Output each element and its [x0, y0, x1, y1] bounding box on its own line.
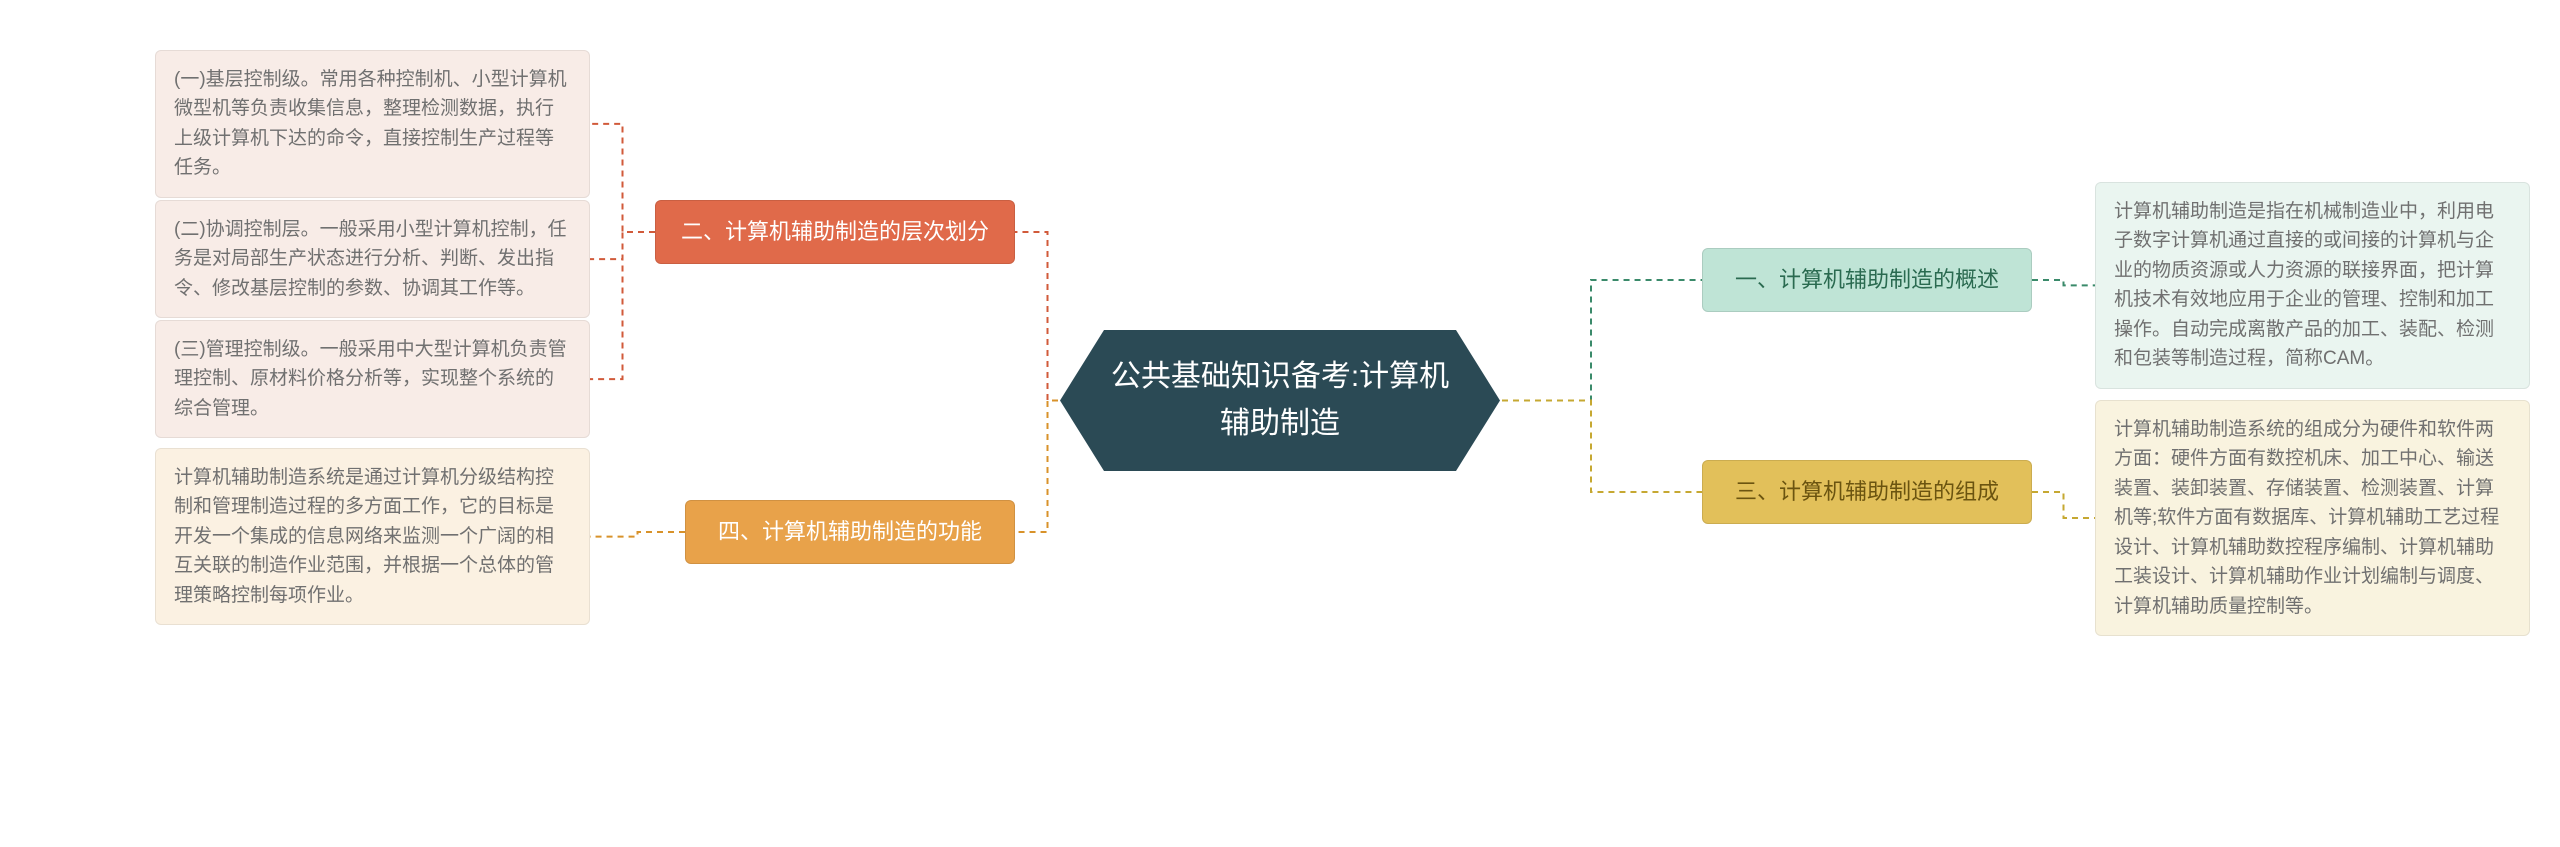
connector: [1480, 280, 1702, 400]
branch-b4: 四、计算机辅助制造的功能: [685, 500, 1015, 564]
connector: [590, 532, 685, 537]
leaf-b2l2: (二)协调控制层。一般采用小型计算机控制，任务是对局部生产状态进行分析、判断、发…: [155, 200, 590, 318]
connector: [2032, 492, 2095, 518]
connector: [1015, 232, 1080, 400]
connector: [590, 232, 655, 259]
leaf-b1l1: 计算机辅助制造是指在机械制造业中，利用电子数字计算机通过直接的或间接的计算机与企…: [2095, 182, 2530, 389]
connector: [1480, 401, 1702, 493]
root-node: 公共基础知识备考:计算机辅助制造: [1060, 330, 1500, 471]
leaf-b3l1: 计算机辅助制造系统的组成分为硬件和软件两方面：硬件方面有数控机床、加工中心、输送…: [2095, 400, 2530, 636]
leaf-b2l3: (三)管理控制级。一般采用中大型计算机负责管理控制、原材料价格分析等，实现整个系…: [155, 320, 590, 438]
leaf-b2l1: (一)基层控制级。常用各种控制机、小型计算机微型机等负责收集信息，整理检测数据，…: [155, 50, 590, 198]
branch-b3: 三、计算机辅助制造的组成: [1702, 460, 2032, 524]
connector: [590, 232, 655, 379]
connector: [590, 124, 655, 232]
connector: [1015, 401, 1080, 533]
branch-b2: 二、计算机辅助制造的层次划分: [655, 200, 1015, 264]
leaf-b4l1: 计算机辅助制造系统是通过计算机分级结构控制和管理制造过程的多方面工作，它的目标是…: [155, 448, 590, 625]
connector: [2032, 280, 2095, 285]
branch-b1: 一、计算机辅助制造的概述: [1702, 248, 2032, 312]
